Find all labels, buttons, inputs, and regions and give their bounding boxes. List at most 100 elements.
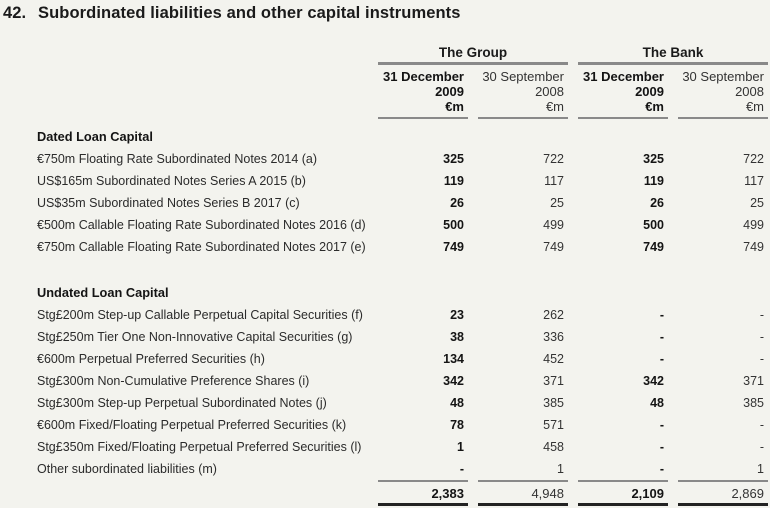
total-bank-2008: 2,869 [678,480,768,506]
row-value-group-2009: 342 [443,374,464,388]
row-value-bank-2009: 500 [643,218,664,232]
row-label: €500m Callable Floating Rate Subordinate… [37,218,366,232]
row-value-group-2009: 749 [443,240,464,254]
row-label: US$35m Subordinated Notes Series B 2017 … [37,196,300,210]
empty-cell [678,282,768,304]
subordinated-liabilities-table: The Group The Bank 31 December 2009 €m 3… [3,45,768,506]
row-value-group-2008: 452 [543,352,564,366]
row-value-bank-2008: 371 [743,374,764,388]
empty-cell [378,126,468,148]
empty-cell [578,126,668,148]
row-value-bank-2008: 722 [743,152,764,166]
row-value-group-2009: 134 [443,352,464,366]
row-label: Stg£200m Step-up Callable Perpetual Capi… [37,308,363,322]
row-value-bank-2008: 499 [743,218,764,232]
row-value-group-2008: 749 [543,240,564,254]
row-value-group-2009: 325 [443,152,464,166]
row-value-group-2008: 371 [543,374,564,388]
total-bank-2009: 2,109 [578,480,668,506]
row-value-bank-2009: - [659,418,664,432]
row-label: €750m Floating Rate Subordinated Notes 2… [37,152,318,166]
total-row: 2,383 4,948 2,109 2,869 [3,480,768,506]
table-body: Dated Loan Capital €750m Floating Rate S… [3,126,768,480]
empty-cell [378,282,468,304]
column-date-header-row: 31 December 2009 €m 30 September 2008 €m… [3,69,768,119]
row-value-bank-2009: 325 [643,152,664,166]
row-value-group-2008: 1 [557,462,564,476]
row-value-bank-2009: 48 [650,396,664,410]
column-header-group-dec-2009: 31 December 2009 €m [378,69,468,119]
row-value-bank-2008: 1 [757,462,764,476]
row-value-group-2009: 1 [457,440,464,454]
row-value-group-2009: 26 [450,196,464,210]
row-value-bank-2009: 119 [643,174,664,188]
row-value-bank-2009: - [659,330,664,344]
page-title: 42. Subordinated liabilities and other c… [3,4,770,23]
column-header-unit-line: €m [445,99,464,114]
column-header-unit-line: €m [545,99,564,114]
table-row: €750m Floating Rate Subordinated Notes 2… [3,148,768,170]
row-value-bank-2008: - [759,308,764,322]
table-row: Other subordinated liabilities (m) - 1 -… [3,458,768,480]
row-label: Other subordinated liabilities (m) [37,462,217,476]
row-value-bank-2008: - [759,440,764,454]
row-value-group-2009: 38 [450,330,464,344]
total-group-2008: 4,948 [478,480,568,506]
row-value-group-2009: - [459,462,464,476]
row-value-bank-2009: 342 [643,374,664,388]
row-value-group-2009: 500 [443,218,464,232]
row-label: Stg£300m Non-Cumulative Preference Share… [37,374,310,388]
column-header-date-line: 30 September [482,69,564,84]
row-value-bank-2009: - [659,440,664,454]
column-header-group-sep-2008: 30 September 2008 €m [478,69,568,119]
section-heading-row: Dated Loan Capital [3,126,768,148]
column-header-year-line: 2009 [635,84,664,99]
table-row: €600m Perpetual Preferred Securities (h)… [3,348,768,370]
table-row: US$165m Subordinated Notes Series A 2015… [3,170,768,192]
table-row: US$35m Subordinated Notes Series B 2017 … [3,192,768,214]
column-header-bank-dec-2009: 31 December 2009 €m [578,69,668,119]
table-row: €500m Callable Floating Rate Subordinate… [3,214,768,236]
section-heading-label: Undated Loan Capital [37,285,169,300]
row-value-group-2009: 48 [450,396,464,410]
table-row: Stg£200m Step-up Callable Perpetual Capi… [3,304,768,326]
row-value-group-2009: 78 [450,418,464,432]
empty-cell [478,282,568,304]
table-row: Stg£300m Non-Cumulative Preference Share… [3,370,768,392]
row-value-group-2008: 458 [543,440,564,454]
column-group-the-group: The Group [378,45,568,65]
label-column-spacer [3,69,378,119]
row-value-group-2008: 385 [543,396,564,410]
column-header-date-line: 31 December [583,69,664,84]
section-heading-label: Dated Loan Capital [37,129,153,144]
column-header-unit-line: €m [745,99,764,114]
column-header-date-line: 30 September [682,69,764,84]
row-value-group-2009: 119 [443,174,464,188]
note-number: 42. [3,4,27,22]
row-value-group-2008: 25 [550,196,564,210]
column-header-bank-sep-2008: 30 September 2008 €m [678,69,768,119]
label-column-spacer [3,45,378,65]
row-value-bank-2009: - [659,462,664,476]
row-value-bank-2008: 749 [743,240,764,254]
total-group-2009: 2,383 [378,480,468,506]
empty-cell [478,126,568,148]
row-value-bank-2008: 25 [750,196,764,210]
column-header-unit-line: €m [645,99,664,114]
row-value-bank-2009: - [659,352,664,366]
row-value-bank-2008: - [759,352,764,366]
note-title-text: Subordinated liabilities and other capit… [38,4,461,22]
table-row: €750m Callable Floating Rate Subordinate… [3,236,768,258]
row-value-bank-2008: - [759,330,764,344]
section-heading-row: Undated Loan Capital [3,282,768,304]
column-header-date-line: 31 December [383,69,464,84]
row-value-group-2008: 262 [543,308,564,322]
row-value-bank-2008: 117 [744,174,764,188]
total-row-label [3,480,378,502]
row-value-group-2008: 499 [543,218,564,232]
column-group-the-bank: The Bank [578,45,768,65]
column-group-header-row: The Group The Bank [3,45,768,65]
column-header-year-line: 2008 [735,84,764,99]
row-value-group-2008: 117 [544,174,564,188]
